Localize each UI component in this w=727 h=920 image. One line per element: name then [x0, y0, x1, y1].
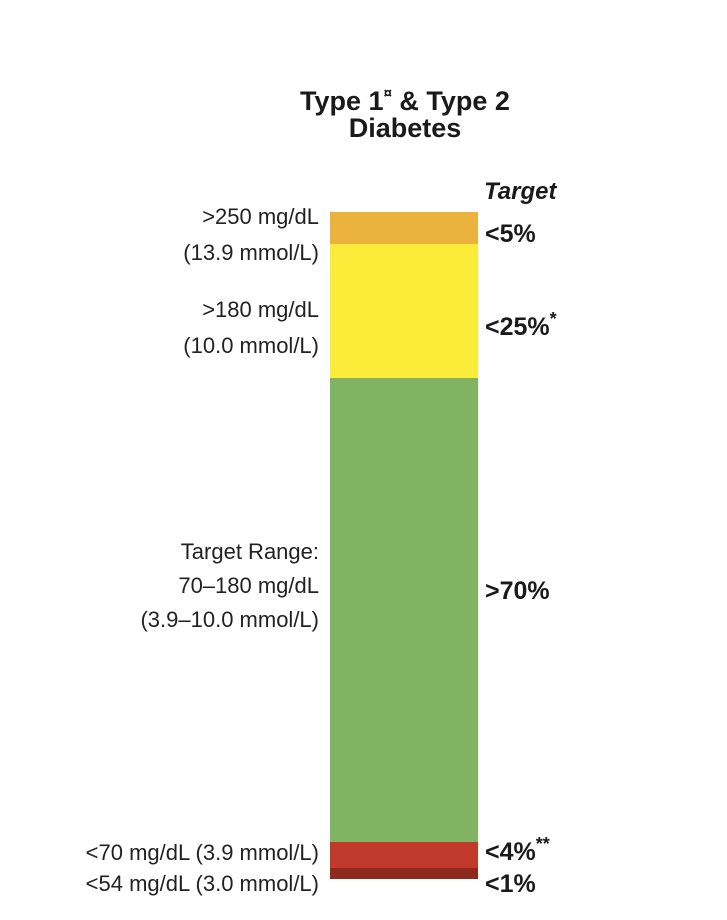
range-label-line: >250 mg/dL	[202, 204, 319, 229]
bar-segment-very-low	[330, 868, 478, 879]
range-label-in-range: Target Range: 70–180 mg/dL (3.9–10.0 mmol/…	[140, 535, 319, 637]
chart-title: Type 1¤ & Type 2 Diabetes	[240, 85, 570, 143]
range-label-line: <70 mg/dL (3.9 mmol/L)	[85, 840, 319, 865]
range-label-very-high: >250 mg/dL (13.9 mmol/L)	[183, 200, 319, 270]
title-line-2: Diabetes	[348, 113, 462, 143]
range-label-low: <70 mg/dL (3.9 mmol/L)	[86, 838, 319, 868]
bar-segment-in-range	[330, 378, 478, 842]
range-label-high: >180 mg/dL (10.0 mmol/L)	[183, 293, 319, 363]
target-column-header: Target	[484, 178, 557, 205]
range-label-line: (3.9–10.0 mmol/L)	[140, 607, 319, 632]
bar-segment-very-high	[330, 212, 478, 244]
range-label-line: 70–180 mg/dL	[178, 573, 319, 598]
range-label-line: Target Range:	[180, 539, 319, 564]
title-type1: Type 1	[300, 86, 384, 116]
target-percent: <25%	[485, 313, 550, 341]
target-footnote-mark: **	[535, 834, 550, 854]
target-percent: <4%	[485, 838, 536, 866]
target-value-very-low: <1%	[485, 870, 536, 899]
title-line-1: Type 1¤ & Type 2	[240, 85, 570, 116]
target-value-very-high: <5%	[485, 220, 536, 249]
target-percent: <5%	[485, 220, 536, 248]
range-label-line: (10.0 mmol/L)	[183, 333, 319, 358]
range-label-line: >180 mg/dL	[202, 297, 319, 322]
title-mark: ¤	[383, 85, 392, 102]
target-value-low: <4%**	[485, 835, 550, 867]
range-label-very-low: <54 mg/dL (3.0 mmol/L)	[86, 869, 319, 899]
bar-segment-low	[330, 842, 478, 868]
target-percent: >70%	[485, 577, 550, 605]
bar-segment-high	[330, 244, 478, 378]
target-value-in-range: >70%	[485, 577, 550, 606]
target-footnote-mark: *	[549, 309, 557, 329]
target-percent: <1%	[485, 870, 536, 898]
title-type2: & Type 2	[399, 86, 510, 116]
range-label-line: <54 mg/dL (3.0 mmol/L)	[85, 871, 319, 896]
target-value-high: <25%*	[485, 310, 557, 342]
range-label-line: (13.9 mmol/L)	[183, 240, 319, 265]
